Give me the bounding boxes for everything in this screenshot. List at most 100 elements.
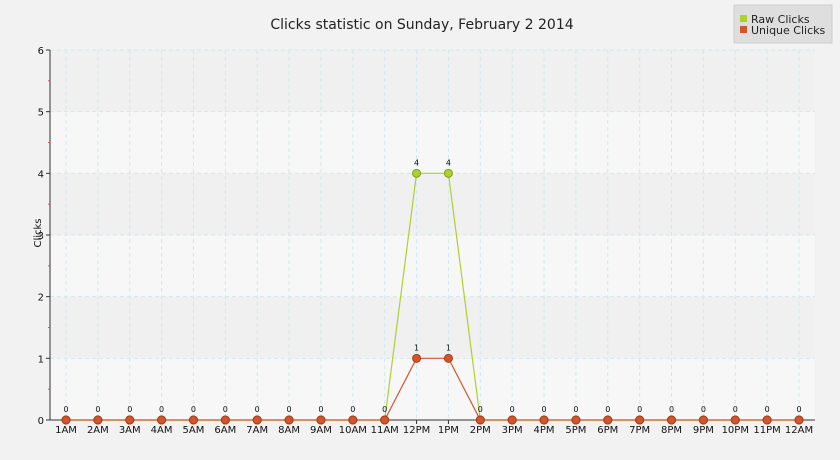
x-tick-label: 2AM xyxy=(87,425,109,436)
plot-band xyxy=(50,296,815,359)
x-tick-label: 3PM xyxy=(502,425,523,436)
legend-label-unique-clicks: Unique Clicks xyxy=(751,24,826,37)
data-point-unique-clicks xyxy=(220,415,230,425)
data-point-unique-clicks xyxy=(730,415,740,425)
legend-box xyxy=(733,4,833,44)
data-label-raw-clicks: 0 xyxy=(701,405,706,414)
data-label-raw-clicks: 0 xyxy=(573,405,578,414)
x-tick-label: 8AM xyxy=(278,425,300,436)
legend: Raw Clicks Unique Clicks xyxy=(733,4,833,44)
data-label-raw-clicks: 0 xyxy=(318,405,323,414)
data-point-unique-clicks xyxy=(698,415,708,425)
x-tick-label: 2PM xyxy=(470,425,491,436)
data-point-unique-clicks xyxy=(252,415,262,425)
data-label-raw-clicks: 0 xyxy=(637,405,642,414)
x-tick-label: 10AM xyxy=(339,425,367,436)
data-point-unique-clicks xyxy=(61,415,71,425)
data-point-raw-clicks xyxy=(412,168,422,178)
data-point-unique-clicks xyxy=(539,415,549,425)
y-tick-label: 6 xyxy=(38,46,44,57)
x-tick-label: 7AM xyxy=(246,425,268,436)
x-tick-label: 12AM xyxy=(785,425,813,436)
x-tick-label: 1AM xyxy=(55,425,77,436)
y-tick-label: 4 xyxy=(38,169,44,180)
data-point-unique-clicks xyxy=(667,415,677,425)
data-point-unique-clicks xyxy=(571,415,581,425)
legend-label-raw-clicks: Raw Clicks xyxy=(751,13,810,26)
y-tick-label: 0 xyxy=(38,416,44,427)
data-point-raw-clicks xyxy=(443,168,453,178)
plot-band xyxy=(50,358,815,420)
y-tick-label: 1 xyxy=(38,354,44,365)
x-tick-label: 3AM xyxy=(119,425,141,436)
data-point-unique-clicks xyxy=(762,415,772,425)
y-tick-label: 5 xyxy=(38,108,44,119)
data-label-raw-clicks: 0 xyxy=(733,405,738,414)
data-label-raw-clicks: 0 xyxy=(255,405,260,414)
data-label-raw-clicks: 0 xyxy=(382,405,387,414)
y-axis-label: Clicks xyxy=(33,218,44,247)
plot-band xyxy=(50,173,815,235)
data-label-raw-clicks: 0 xyxy=(541,405,546,414)
data-point-unique-clicks xyxy=(380,415,390,425)
chart-title: Clicks statistic on Sunday, February 2 2… xyxy=(270,17,573,33)
data-point-unique-clicks xyxy=(635,415,645,425)
data-label-raw-clicks: 0 xyxy=(765,405,770,414)
data-label-raw-clicks: 0 xyxy=(127,405,132,414)
data-label-raw-clicks: 0 xyxy=(350,405,355,414)
plot-band xyxy=(50,111,815,174)
plot-band xyxy=(50,235,815,297)
data-point-unique-clicks xyxy=(93,415,103,425)
data-point-unique-clicks xyxy=(157,415,167,425)
legend-swatch-unique-clicks xyxy=(740,26,747,33)
data-point-unique-clicks xyxy=(348,415,358,425)
x-tick-label: 11AM xyxy=(371,425,399,436)
x-tick-label: 5PM xyxy=(565,425,586,436)
data-label-raw-clicks: 0 xyxy=(510,405,515,414)
data-label-raw-clicks: 0 xyxy=(191,405,196,414)
x-tick-label: 5AM xyxy=(183,425,205,436)
x-tick-labels: 1AM 2AM 3AM 4AM 5AM 6AM 7AM 8AM 9AM 10AM 11AM 12PM 1… xyxy=(55,425,813,436)
data-label-raw-clicks: 0 xyxy=(159,405,164,414)
data-point-unique-clicks xyxy=(284,415,294,425)
data-label-raw-clicks: 4 xyxy=(446,158,451,167)
series-line-unique-clicks xyxy=(66,357,799,421)
x-tick-label: 6PM xyxy=(597,425,618,436)
x-tick-label: 8PM xyxy=(661,425,682,436)
data-label-raw-clicks: 0 xyxy=(63,405,68,414)
x-tick-label: 4AM xyxy=(151,425,173,436)
data-point-unique-clicks xyxy=(507,415,517,425)
gridlines xyxy=(50,49,815,420)
legend-swatch-raw-clicks xyxy=(740,15,747,22)
x-tick-label: 9AM xyxy=(310,425,332,436)
data-point-unique-clicks xyxy=(475,415,485,425)
x-tick-label: 10PM xyxy=(722,425,749,436)
data-label-raw-clicks: 0 xyxy=(478,405,483,414)
data-label-raw-clicks: 0 xyxy=(223,405,228,414)
x-tick-label: 7PM xyxy=(629,425,650,436)
plot-band xyxy=(50,50,815,112)
y-tick-label: 3 xyxy=(38,231,44,242)
series-layer: 0 0 0 0 0 0 0 0 0 0 0 4 4 0 0 0 0 0 0 0 0 0 0 0 1 1 xyxy=(61,158,804,425)
data-point-unique-clicks xyxy=(316,415,326,425)
x-tick-label: 11PM xyxy=(753,425,780,436)
x-tick-label: 6AM xyxy=(214,425,236,436)
data-point-unique-clicks xyxy=(794,415,804,425)
data-label-raw-clicks: 0 xyxy=(669,405,674,414)
x-tick-label: 12PM xyxy=(403,425,430,436)
data-point-unique-clicks xyxy=(125,415,135,425)
x-tick-label: 1PM xyxy=(438,425,459,436)
data-point-unique-clicks xyxy=(603,415,613,425)
y-tick-label: 2 xyxy=(38,293,44,304)
data-label-raw-clicks: 0 xyxy=(95,405,100,414)
data-label-unique-clicks: 1 xyxy=(414,343,419,352)
data-label-raw-clicks: 0 xyxy=(796,405,801,414)
x-tick-label: 4PM xyxy=(534,425,555,436)
data-label-raw-clicks: 0 xyxy=(287,405,292,414)
data-label-raw-clicks: 0 xyxy=(605,405,610,414)
x-tick-label: 9PM xyxy=(693,425,714,436)
data-label-raw-clicks: 4 xyxy=(414,158,419,167)
y-tick-labels: 0 1 2 3 4 5 6 xyxy=(38,46,44,427)
data-point-unique-clicks xyxy=(188,415,198,425)
